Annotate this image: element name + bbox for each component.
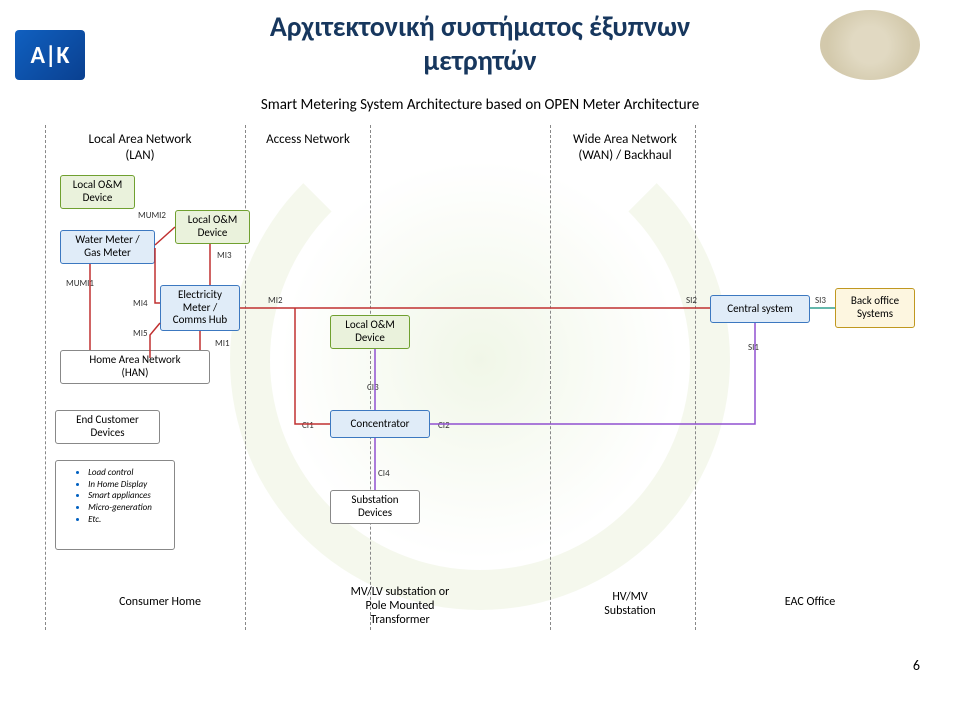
title-line1: Αρχιτεκτονική συστήματος έξυπνων (270, 9, 690, 44)
diagram-frame: Smart Metering System Architecture based… (30, 90, 930, 680)
lbl-mi2: MI2 (268, 295, 283, 306)
col-wan: Wide Area Network(WAN) / Backhaul (560, 132, 690, 163)
title-line2: μετρητών (423, 43, 536, 78)
box-han: Home Area Network(HAN) (60, 350, 210, 384)
box-substation: SubstationDevices (330, 490, 420, 524)
connection-wires (30, 90, 930, 680)
lbl-si2: SI2 (686, 295, 697, 306)
col-lan: Local Area Network(LAN) (80, 132, 200, 163)
vline-2 (370, 125, 371, 630)
load-list: Load control In Home Display Smart appli… (72, 463, 158, 529)
box-load-list: Load control In Home Display Smart appli… (55, 460, 175, 550)
vline-0 (45, 125, 46, 630)
page-number: 6 (913, 657, 920, 674)
box-water-gas: Water Meter /Gas Meter (60, 230, 155, 264)
vline-1 (245, 125, 246, 630)
lbl-mumi2: MUMI2 (138, 210, 166, 221)
lbl-si1: SI1 (748, 342, 759, 353)
lbl-ci1: CI1 (302, 420, 314, 431)
box-backoffice: Back officeSystems (835, 288, 915, 328)
lbl-mi3: MI3 (217, 250, 232, 261)
lbl-si3: SI3 (815, 295, 826, 306)
lbl-ci3: CI3 (367, 382, 379, 393)
vline-3 (550, 125, 551, 630)
page-title: Αρχιτεκτονική συστήματος έξυπνων μετρητώ… (0, 10, 960, 77)
box-elec-hub: ElectricityMeter /Comms Hub (160, 285, 240, 331)
bottom-transformer: MV/LV substation orPole MountedTransform… (320, 585, 480, 627)
box-local-om-3: Local O&MDevice (330, 315, 410, 349)
lbl-mi1: MI1 (215, 338, 230, 349)
vline-4 (695, 125, 696, 630)
box-end-customer: End CustomerDevices (55, 410, 160, 444)
lbl-mi5: MI5 (133, 328, 148, 339)
col-access: Access Network (258, 132, 358, 148)
diagram-subtitle: Smart Metering System Architecture based… (30, 96, 930, 114)
box-central: Central system (710, 295, 810, 323)
bottom-eac: EAC Office (750, 595, 870, 609)
box-concentrator: Concentrator (330, 410, 430, 438)
box-local-om-2: Local O&MDevice (175, 210, 250, 244)
bottom-hvmv: HV/MVSubstation (570, 590, 690, 618)
lbl-mi4: MI4 (133, 298, 148, 309)
box-local-om-1: Local O&MDevice (60, 175, 135, 209)
lbl-ci2: CI2 (438, 420, 450, 431)
bottom-consumer: Consumer Home (90, 595, 230, 609)
lbl-ci4: CI4 (378, 468, 390, 479)
lbl-mumi1: MUMI1 (66, 278, 94, 289)
